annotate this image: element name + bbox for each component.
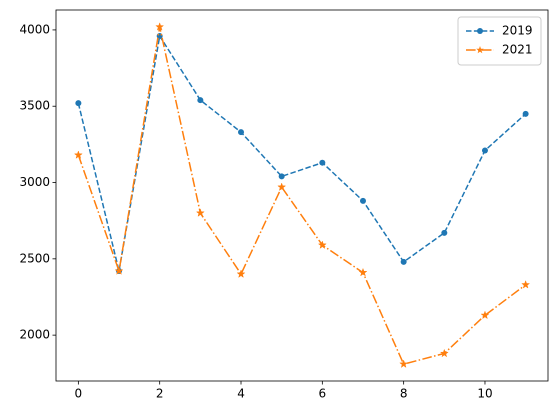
y-tick-label: 3500 bbox=[19, 99, 50, 113]
y-tick-label: 3000 bbox=[19, 175, 50, 189]
legend-marker bbox=[476, 46, 484, 54]
marker bbox=[75, 100, 82, 107]
legend-label: 2021 bbox=[502, 43, 533, 57]
legend-label: 2019 bbox=[502, 24, 533, 38]
x-tick-label: 0 bbox=[75, 387, 83, 401]
y-tick-label: 2000 bbox=[19, 328, 50, 342]
legend: 2019 2021 bbox=[457, 16, 542, 66]
marker bbox=[359, 197, 366, 204]
marker bbox=[278, 173, 285, 180]
x-tick-label: 10 bbox=[477, 387, 492, 401]
marker bbox=[277, 182, 287, 191]
y-tick-label: 2500 bbox=[19, 251, 50, 265]
marker bbox=[195, 208, 205, 217]
x-tick-label: 2 bbox=[156, 387, 164, 401]
marker bbox=[480, 310, 490, 320]
marker bbox=[319, 159, 326, 166]
y-tick-label: 4000 bbox=[19, 22, 50, 36]
marker bbox=[238, 129, 245, 136]
marker bbox=[358, 267, 368, 277]
marker bbox=[236, 269, 246, 278]
marker bbox=[400, 258, 407, 265]
marker bbox=[481, 147, 488, 154]
legend-marker bbox=[477, 28, 483, 34]
x-tick-label: 8 bbox=[400, 387, 408, 401]
marker bbox=[439, 348, 449, 358]
x-tick-label: 4 bbox=[237, 387, 245, 401]
series-line bbox=[77, 33, 527, 272]
marker bbox=[155, 22, 165, 31]
marker bbox=[522, 110, 529, 117]
marker bbox=[197, 97, 204, 104]
marker bbox=[441, 229, 448, 236]
x-tick-label: 6 bbox=[319, 387, 327, 401]
marker bbox=[317, 240, 327, 249]
marker bbox=[114, 266, 124, 275]
marker bbox=[399, 359, 409, 368]
marker bbox=[521, 280, 531, 289]
plot-frame bbox=[55, 9, 549, 382]
marker bbox=[73, 150, 83, 159]
series-line bbox=[77, 26, 527, 366]
